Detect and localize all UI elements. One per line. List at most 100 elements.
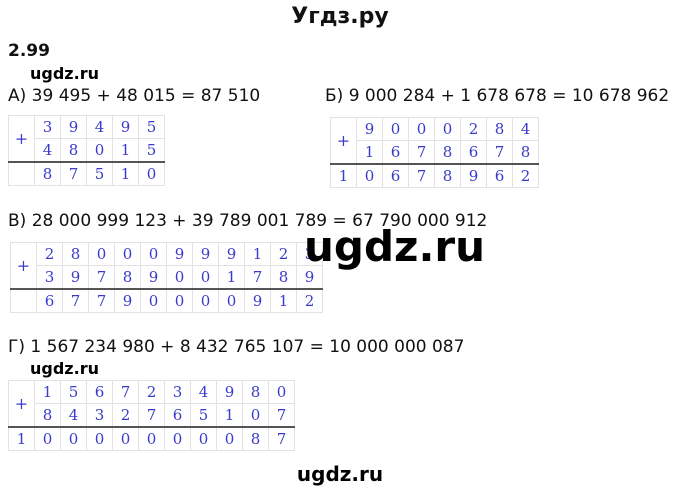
digit-cell: 0 — [382, 117, 409, 141]
digit-cell: 5 — [138, 138, 165, 163]
column-addition-g: +1 5 6 7 2 3 4 9 8 0 8 4 3 2 7 6 5 1 0 7 1 0 0 0 0 0 0 0 0 8 7 — [8, 380, 295, 451]
digit-cell: 0 — [218, 288, 245, 313]
digit-cell: 6 — [486, 163, 513, 188]
digit-cell: 3 — [36, 265, 63, 290]
digit-cell: 6 — [460, 140, 487, 165]
digit-cell: 4 — [60, 403, 87, 428]
digit-cell: 2 — [112, 403, 139, 428]
digit-cell: 8 — [512, 140, 539, 165]
digit-cell: 6 — [36, 288, 63, 313]
digit-cell: 5 — [86, 161, 113, 186]
page-title: Угдз.ру — [291, 4, 389, 29]
digit-cell: 9 — [216, 380, 243, 404]
digit-cell: 0 — [112, 426, 139, 451]
digit-cell: 1 — [244, 242, 271, 266]
digit-cell: 6 — [382, 163, 409, 188]
watermark-bottom: ugdz.ru — [296, 462, 384, 486]
digit-cell: 5 — [60, 380, 87, 404]
digit-cell: 0 — [138, 426, 165, 451]
digit-cell: 0 — [242, 403, 269, 428]
digit-cell: 2 — [296, 288, 323, 313]
digit-cell: 5 — [190, 403, 217, 428]
digit-cell: 7 — [88, 265, 115, 290]
problem-number: 2.99 — [8, 41, 50, 61]
digit-cell: 7 — [244, 265, 271, 290]
digit-cell: 0 — [216, 426, 243, 451]
digit-cell: 0 — [114, 242, 141, 266]
digit-cell: 0 — [166, 288, 193, 313]
digit-cell: 9 — [244, 288, 271, 313]
digit-cell: 9 — [114, 288, 141, 313]
digit-cell: 7 — [408, 140, 435, 165]
digit-cell — [10, 288, 37, 313]
digit-cell: 3 — [296, 242, 323, 266]
equation-a: А) 39 495 + 48 015 = 87 510 — [8, 86, 261, 106]
digit-cell: 4 — [190, 380, 217, 404]
digit-cell: 9 — [192, 242, 219, 266]
digit-cell: 8 — [34, 403, 61, 428]
digit-cell: 2 — [512, 163, 539, 188]
digit-cell: 6 — [382, 140, 409, 165]
digit-cell: 7 — [88, 288, 115, 313]
digit-cell: 7 — [486, 140, 513, 165]
digit-cell: 0 — [268, 380, 295, 404]
digit-cell: 8 — [62, 242, 89, 266]
digit-cell: 0 — [408, 117, 435, 141]
digit-cell: 7 — [268, 426, 295, 451]
digit-cell: 8 — [242, 380, 269, 404]
digit-cell: 1 — [112, 138, 139, 163]
digit-cell: 0 — [60, 426, 87, 451]
plus-sign: + — [330, 117, 357, 165]
digit-cell: 9 — [60, 115, 87, 139]
digit-cell: 4 — [34, 138, 61, 163]
equation-g: Г) 1 567 234 980 + 8 432 765 107 = 10 00… — [8, 337, 465, 357]
column-addition-b: +9 0 0 0 2 8 4 1 6 7 8 6 7 8 1 0 6 7 8 9 6 2 — [330, 117, 539, 188]
watermark-large: ugdz.ru — [304, 222, 486, 271]
digit-cell: 2 — [36, 242, 63, 266]
digit-cell: 8 — [270, 265, 297, 290]
digit-cell: 2 — [460, 117, 487, 141]
digit-cell: 1 — [270, 288, 297, 313]
digit-cell: 7 — [62, 288, 89, 313]
digit-cell: 7 — [138, 403, 165, 428]
digit-cell: 8 — [34, 161, 61, 186]
digit-cell: 9 — [166, 242, 193, 266]
digit-cell: 8 — [60, 138, 87, 163]
digit-cell: 7 — [112, 380, 139, 404]
digit-cell: 1 — [112, 161, 139, 186]
digit-cell: 7 — [60, 161, 87, 186]
digit-cell: 1 — [330, 163, 357, 188]
digit-cell: 8 — [242, 426, 269, 451]
digit-cell: 9 — [62, 265, 89, 290]
table-row: +3 9 4 9 5 — [8, 115, 165, 163]
digit-cell: 3 — [34, 115, 61, 139]
digit-cell: 0 — [140, 242, 167, 266]
digit-cell: 9 — [140, 265, 167, 290]
digit-cell: 9 — [356, 117, 383, 141]
digit-cell: 2 — [138, 380, 165, 404]
digit-cell: 0 — [86, 138, 113, 163]
digit-cell: 4 — [512, 117, 539, 141]
digit-cell: 6 — [86, 380, 113, 404]
table-row: +9 0 0 0 2 8 4 — [330, 117, 539, 165]
digit-cell: 1 — [218, 265, 245, 290]
digit-cell: 3 — [164, 380, 191, 404]
digit-cell: 8 — [486, 117, 513, 141]
digit-cell: 0 — [88, 242, 115, 266]
equation-b: Б) 9 000 284 + 1 678 678 = 10 678 962 — [325, 86, 670, 106]
equation-v: В) 28 000 999 123 + 39 789 001 789 = 67 … — [8, 211, 488, 231]
column-addition-a: +3 9 4 9 5 4 8 0 1 5 8 7 5 1 0 — [8, 115, 165, 186]
digit-cell: 2 — [270, 242, 297, 266]
digit-cell: 5 — [138, 115, 165, 139]
digit-cell: 0 — [434, 117, 461, 141]
digit-cell: 0 — [164, 426, 191, 451]
digit-cell: 0 — [192, 265, 219, 290]
digit-cell: 9 — [112, 115, 139, 139]
digit-cell: 1 — [34, 380, 61, 404]
digit-cell: 8 — [434, 140, 461, 165]
